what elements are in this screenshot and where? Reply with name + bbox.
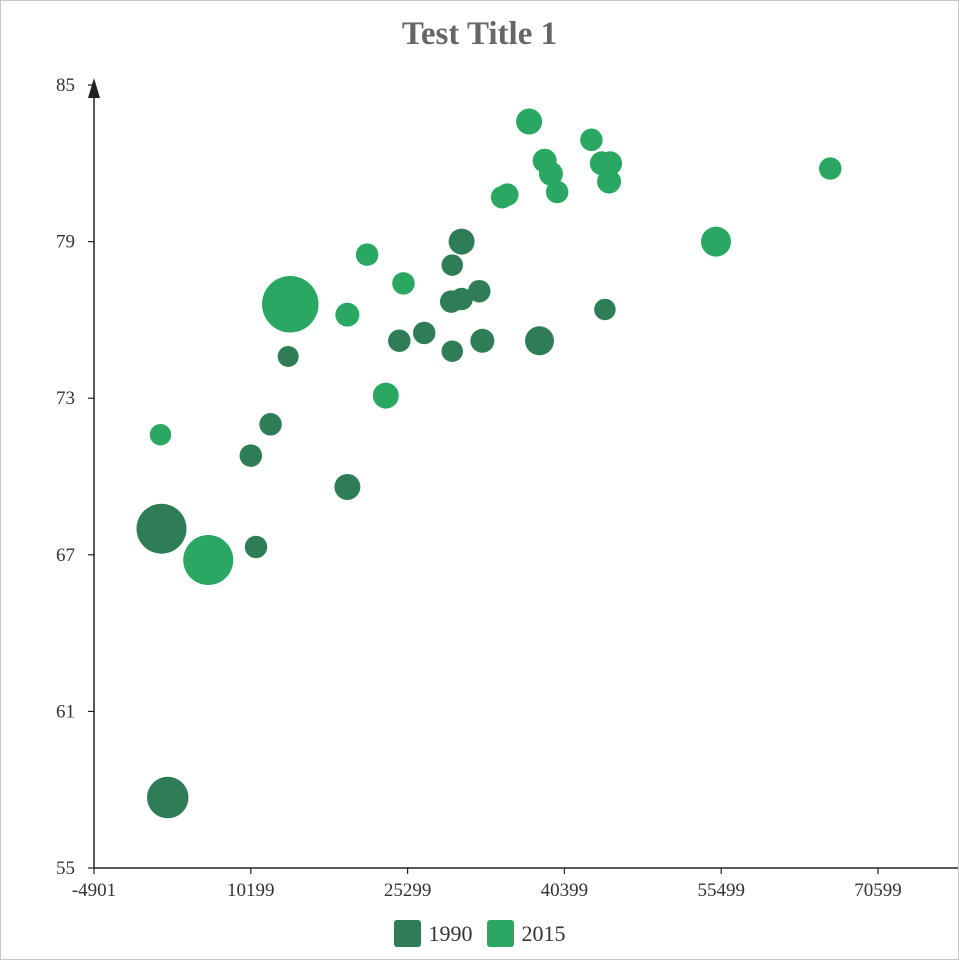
data-point-2015[interactable]	[538, 161, 563, 186]
y-tick-label: 55	[56, 858, 75, 879]
legend-label-1990: 1990	[428, 920, 473, 946]
data-point-2015[interactable]	[183, 535, 234, 586]
legend: 1990 2015	[0, 920, 959, 947]
data-point-1990[interactable]	[239, 444, 263, 467]
data-point-1990[interactable]	[441, 340, 464, 362]
data-point-1990[interactable]	[146, 776, 189, 819]
data-point-2015[interactable]	[598, 151, 623, 176]
y-tick-label: 61	[56, 701, 75, 722]
data-point-1990[interactable]	[468, 279, 491, 303]
data-point-2015[interactable]	[262, 275, 319, 333]
x-tick-label: 70599	[854, 880, 902, 901]
data-point-1990[interactable]	[334, 473, 361, 500]
data-point-1990[interactable]	[470, 328, 495, 353]
data-point-1990[interactable]	[524, 326, 554, 356]
y-tick-label: 85	[56, 75, 75, 96]
data-point-2015[interactable]	[580, 128, 603, 152]
data-point-1990[interactable]	[412, 321, 436, 345]
data-point-2015[interactable]	[335, 302, 360, 327]
data-point-2015[interactable]	[392, 272, 415, 295]
data-point-1990[interactable]	[441, 254, 464, 276]
data-point-2015[interactable]	[818, 157, 842, 180]
y-tick-label: 79	[56, 232, 75, 253]
data-point-1990[interactable]	[448, 228, 475, 255]
data-point-2015[interactable]	[496, 183, 519, 206]
chart-title: Test Title 1	[401, 16, 558, 52]
data-point-1990[interactable]	[594, 298, 616, 321]
x-tick-label: 10199	[227, 880, 275, 901]
y-tick-label: 73	[56, 388, 75, 409]
x-tick-label: 55499	[697, 880, 745, 901]
data-points	[136, 108, 842, 819]
data-point-2015[interactable]	[355, 243, 379, 266]
x-tick-label: -4901	[72, 880, 116, 901]
data-point-1990[interactable]	[259, 413, 282, 436]
y-axis: 55 61 67 73 79 85	[56, 75, 100, 879]
data-point-2015[interactable]	[701, 226, 732, 257]
x-tick-label: 25299	[384, 880, 432, 901]
legend-item-1990[interactable]: 1990	[393, 920, 473, 947]
data-point-2015[interactable]	[545, 180, 569, 204]
data-point-1990[interactable]	[277, 345, 299, 367]
data-point-1990[interactable]	[136, 503, 187, 554]
x-tick-label: 40399	[541, 880, 589, 901]
data-point-2015[interactable]	[597, 169, 622, 194]
data-point-1990[interactable]	[450, 287, 473, 311]
y-tick-label: 67	[56, 545, 75, 566]
legend-item-2015[interactable]: 2015	[486, 920, 566, 947]
legend-swatch-2015	[486, 920, 514, 947]
legend-swatch-1990	[393, 920, 421, 947]
x-axis: -4901 10199 25299 40399 55499 70599	[72, 867, 958, 901]
legend-label-2015: 2015	[521, 920, 566, 946]
y-axis-arrow	[88, 78, 100, 98]
data-point-1990[interactable]	[244, 535, 268, 559]
data-point-2015[interactable]	[149, 423, 172, 446]
data-point-1990[interactable]	[388, 329, 411, 353]
data-point-2015[interactable]	[372, 382, 399, 409]
data-point-2015[interactable]	[516, 108, 543, 135]
